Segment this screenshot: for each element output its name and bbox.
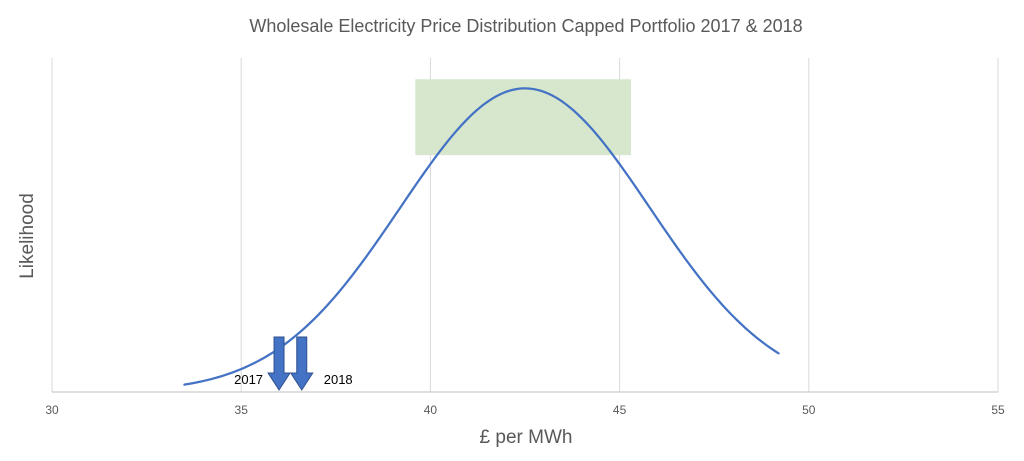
highlight-band-layer (415, 79, 631, 156)
x-tick-label-40: 40 (424, 403, 438, 417)
highlight-band (415, 79, 631, 156)
x-tick-label-55: 55 (991, 403, 1005, 417)
x-axis-title: £ per MWh (480, 427, 573, 448)
x-axis: 30 35 40 45 50 55 (45, 391, 1005, 417)
annotation-arrow-2017 (267, 336, 291, 391)
x-tick-label-30: 30 (45, 403, 59, 417)
annotation-arrow-2018 (289, 336, 314, 391)
annotations: 2017 2018 (234, 336, 353, 391)
x-tick-label-45: 45 (613, 403, 627, 417)
annotation-label-2017: 2017 (234, 372, 263, 387)
x-tick-label-50: 50 (802, 403, 816, 417)
chart-title: Wholesale Electricity Price Distribution… (249, 16, 802, 36)
annotation-label-2018: 2018 (324, 372, 353, 387)
x-tick-label-35: 35 (235, 403, 249, 417)
y-axis-title: Likelihood (17, 193, 38, 279)
